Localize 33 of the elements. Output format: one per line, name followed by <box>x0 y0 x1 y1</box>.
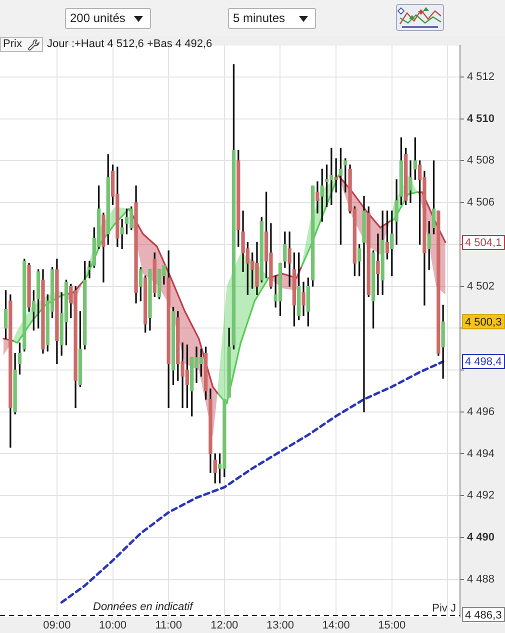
candlestick <box>376 234 380 295</box>
candlestick <box>88 260 92 278</box>
candlestick <box>362 196 366 412</box>
ref-line-label: Piv J <box>432 602 456 614</box>
y-tick-label: 4 506 <box>467 196 495 209</box>
x-tick-label: 10:00 <box>99 620 127 632</box>
x-tick-label: 12:00 <box>210 620 238 632</box>
interval-dropdown: 5 minutes <box>228 8 316 29</box>
y-tick-label: 4 494 <box>467 448 495 460</box>
y-tick-label: 4 490 <box>467 531 495 544</box>
annotation: 4 498,4 <box>465 356 502 368</box>
y-tick-label: 4 512 <box>467 71 495 84</box>
annotation: 4 500,3 <box>465 316 502 328</box>
x-tick-label: 13:00 <box>266 620 294 632</box>
annotation: Jour :+Haut 4 512,6 +Bas 4 492,6 <box>47 38 212 51</box>
annotation: 4 486,3 <box>465 609 502 622</box>
y-tick-label: 4 496 <box>467 406 495 418</box>
candlestick <box>334 158 338 192</box>
price-button: Prix <box>0 37 43 52</box>
candlestick <box>120 218 124 249</box>
x-tick-label: 15:00 <box>378 620 406 632</box>
annotation: Données en indicatif <box>93 601 193 614</box>
y-tick-label: 4 502 <box>467 280 495 292</box>
annotation: Prix <box>3 38 22 50</box>
y-tick-label: 4 488 <box>467 573 495 586</box>
y-tick-label: 4 508 <box>467 154 495 167</box>
y-tick-label: 4 492 <box>467 490 495 502</box>
y-tick-label: 4 510 <box>467 112 495 125</box>
x-tick-label: 14:00 <box>322 620 350 632</box>
x-tick-label: 11:00 <box>155 620 182 632</box>
annotation: 4 504,1 <box>465 236 502 249</box>
units-dropdown: 200 unités <box>65 8 151 29</box>
x-tick-label: 09:00 <box>43 620 71 632</box>
